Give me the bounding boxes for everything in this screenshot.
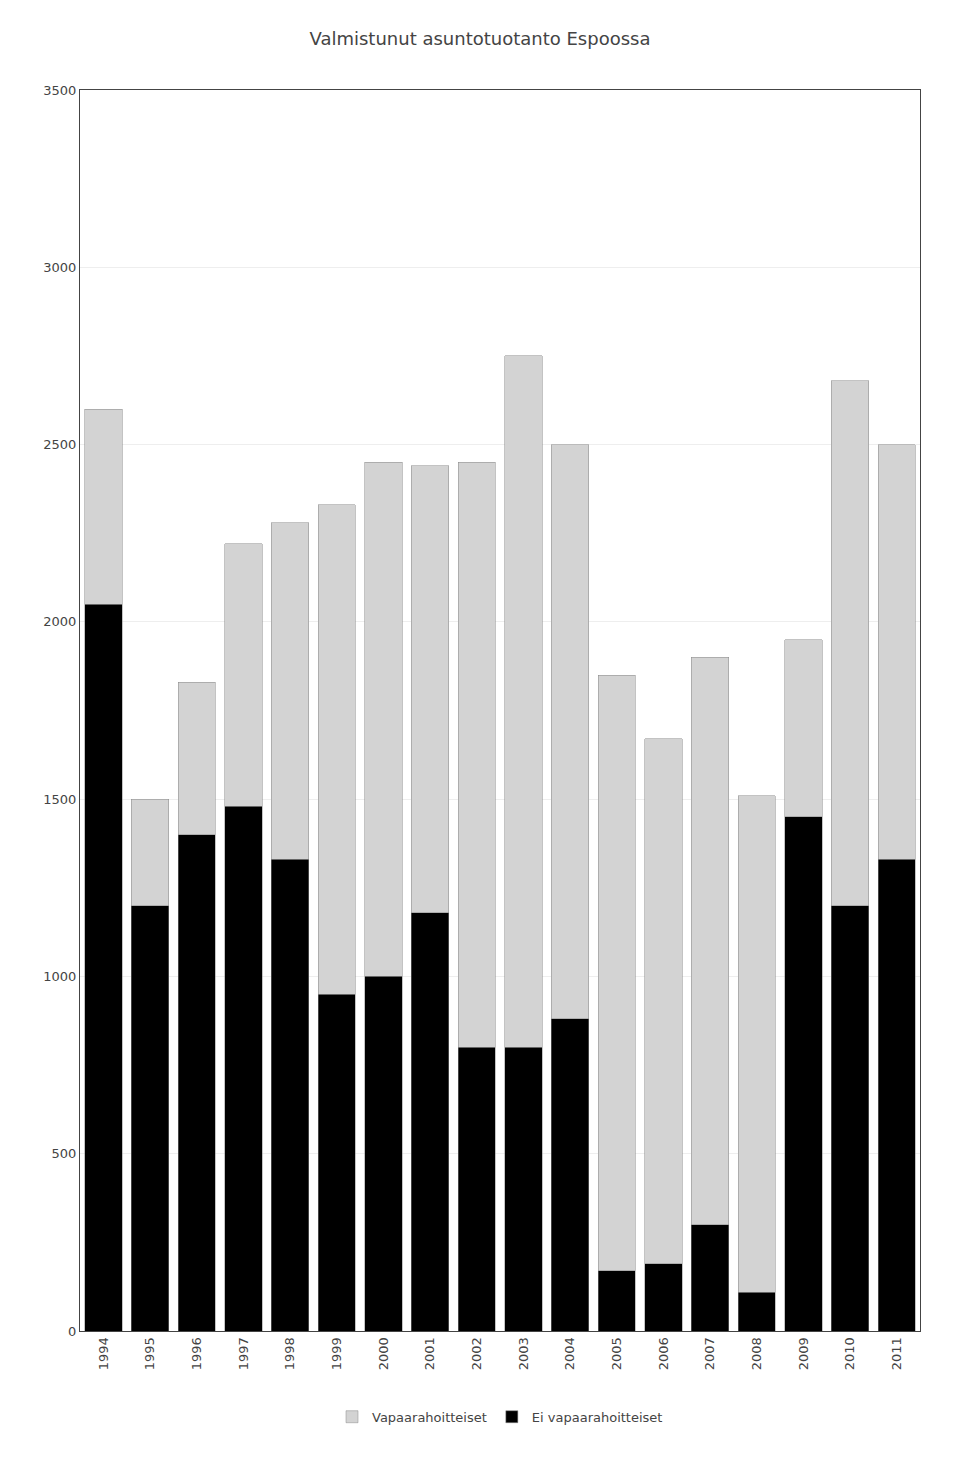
svg-text:1500: 1500 [43,792,76,807]
svg-text:2003: 2003 [516,1337,531,1370]
svg-text:2000: 2000 [43,614,76,629]
svg-text:1000: 1000 [43,969,76,984]
svg-text:1995: 1995 [142,1337,157,1370]
svg-text:3500: 3500 [43,83,76,98]
svg-text:500: 500 [52,1146,77,1161]
svg-text:2009: 2009 [796,1337,811,1370]
svg-text:2011: 2011 [889,1337,904,1370]
svg-text:1997: 1997 [236,1337,251,1370]
svg-text:1999: 1999 [329,1337,344,1370]
svg-text:2004: 2004 [562,1337,577,1370]
svg-text:1998: 1998 [282,1337,297,1370]
svg-text:2500: 2500 [43,437,76,452]
svg-text:1994: 1994 [96,1337,111,1370]
svg-text:2007: 2007 [702,1337,717,1370]
svg-text:2008: 2008 [749,1337,764,1370]
svg-text:2002: 2002 [469,1337,484,1370]
svg-text:2001: 2001 [422,1337,437,1370]
svg-text:2006: 2006 [656,1337,671,1370]
svg-text:3000: 3000 [43,260,76,275]
svg-text:Vapaarahoitteiset: Vapaarahoitteiset [372,1410,487,1425]
svg-text:1996: 1996 [189,1337,204,1370]
svg-text:2005: 2005 [609,1337,624,1370]
svg-text:Ei vapaarahoitteiset: Ei vapaarahoitteiset [532,1410,663,1425]
svg-text:0: 0 [68,1324,76,1339]
svg-text:2000: 2000 [376,1337,391,1370]
svg-text:Valmistunut asuntotuotanto Esp: Valmistunut asuntotuotanto Espoossa [310,28,651,49]
svg-text:2010: 2010 [842,1337,857,1370]
